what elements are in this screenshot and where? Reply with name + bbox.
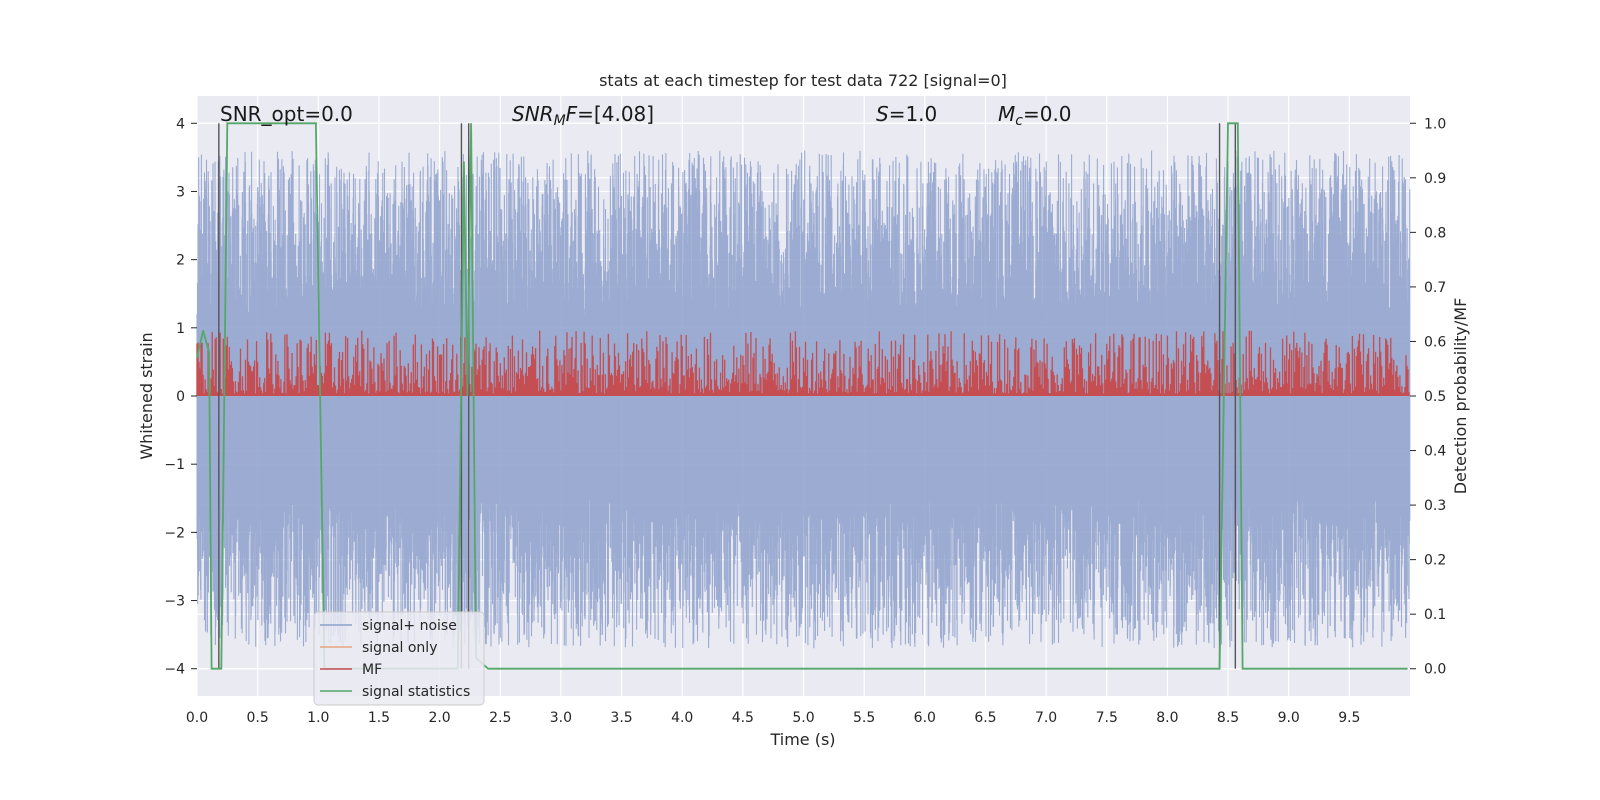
annotation-snr-mf-subscript: M <box>554 113 566 129</box>
x-tick-label: 2.5 <box>489 710 511 726</box>
x-tick-label: 6.5 <box>974 710 996 726</box>
legend-label-signal-statistics: signal statistics <box>362 684 470 700</box>
x-tick-label: 1.5 <box>368 710 390 726</box>
y-axis-label-left: Whitened strain <box>137 332 156 459</box>
y-tick-label-right: 0.7 <box>1424 280 1446 296</box>
legend-label-signal-only: signal only <box>362 640 437 656</box>
y-tick-label-left: 3 <box>176 184 185 200</box>
annotation-mc-symbol: M <box>998 102 1015 126</box>
x-tick-label: 7.5 <box>1096 710 1118 726</box>
chart-title: stats at each timestep for test data 722… <box>599 71 1007 90</box>
y-tick-label-right: 0.9 <box>1424 171 1446 187</box>
y-tick-label-right: 0.2 <box>1424 553 1446 569</box>
y-tick-label-right: 0.4 <box>1424 444 1446 460</box>
x-tick-label: 4.0 <box>671 710 693 726</box>
y-tick-label-right: 0.8 <box>1424 225 1446 241</box>
annotation-snr-mf: SNRMF=[4.08] <box>512 102 654 129</box>
x-tick-label: 3.0 <box>550 710 572 726</box>
legend-label-signal-noise: signal+ noise <box>362 618 457 634</box>
legend: signal+ noise signal only MF signal stat… <box>313 611 485 706</box>
legend-label-mf: MF <box>362 662 382 678</box>
y-tick-label-right: 0.1 <box>1424 607 1446 623</box>
x-tick-label: 8.0 <box>1156 710 1178 726</box>
annotation-s-value: =1.0 <box>889 102 938 126</box>
x-tick-label: 5.0 <box>792 710 814 726</box>
x-tick-label: 0.0 <box>186 710 208 726</box>
x-tick-label: 5.5 <box>853 710 875 726</box>
annotation-mc-subscript: c <box>1015 113 1023 129</box>
series-mf <box>196 330 1410 396</box>
x-tick-label: 3.5 <box>610 710 632 726</box>
y-tick-label-left: −3 <box>164 594 185 610</box>
x-tick-label: 8.5 <box>1217 710 1239 726</box>
y-axis-label-right: Detection probability/MF <box>1451 298 1470 495</box>
x-axis-label: Time (s) <box>769 730 835 749</box>
annotation-mc-value: =0.0 <box>1023 102 1072 126</box>
y-tick-label-left: −2 <box>164 525 185 541</box>
annotation-snr-mf-symbol: SNR <box>512 102 554 126</box>
series-signal-statistics <box>196 122 1408 670</box>
annotation-mc: Mc=0.0 <box>998 102 1072 129</box>
tick-labels: 0.0 0.5 1.0 1.5 2.0 2.5 3.0 3.5 4.0 4.5 5.0 5.5 6.0 6… <box>164 116 1446 726</box>
x-tick-label: 7.0 <box>1035 710 1057 726</box>
x-tick-label: 1.0 <box>307 710 329 726</box>
y-tick-label-right: 0.6 <box>1424 334 1446 350</box>
y-tick-label-right: 0.0 <box>1424 662 1446 678</box>
y-tick-label-left: 4 <box>176 116 185 132</box>
y-tick-label-left: 0 <box>176 389 185 405</box>
y-tick-label-left: 1 <box>176 321 185 337</box>
annotation-snr-mf-symbol2: F <box>566 102 578 126</box>
y-tick-label-right: 1.0 <box>1424 116 1446 132</box>
x-tick-label: 9.5 <box>1338 710 1360 726</box>
x-tick-label: 9.0 <box>1278 710 1300 726</box>
y-tick-label-left: −4 <box>164 662 185 678</box>
x-tick-label: 6.0 <box>914 710 936 726</box>
annotation-s: S=1.0 <box>876 102 937 126</box>
y-tick-label-right: 0.5 <box>1424 389 1446 405</box>
legend-box <box>313 611 485 706</box>
annotation-snr-mf-value: =[4.08] <box>577 102 654 126</box>
x-tick-label: 4.5 <box>732 710 754 726</box>
x-tick-label: 2.0 <box>428 710 450 726</box>
series-layer <box>196 122 1411 670</box>
y-tick-label-left: −1 <box>164 457 185 473</box>
y-tick-label-right: 0.3 <box>1424 498 1446 514</box>
annotation-snr-opt: SNR_opt=0.0 <box>220 102 353 126</box>
y-tick-label-left: 2 <box>176 253 185 269</box>
annotation-s-symbol: S <box>876 102 889 126</box>
x-tick-label: 0.5 <box>247 710 269 726</box>
